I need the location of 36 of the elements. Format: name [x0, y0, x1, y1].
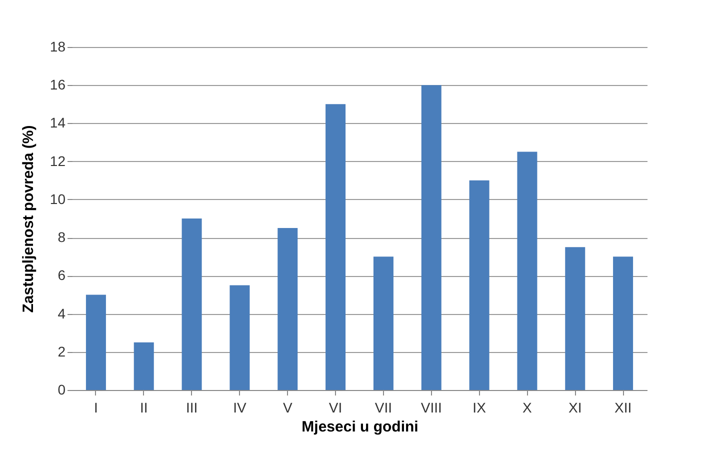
- x-tick-label: XII: [614, 400, 632, 416]
- bar: [182, 218, 202, 390]
- bar: [326, 104, 346, 390]
- y-tick-label: 18: [50, 38, 66, 54]
- x-tick-label: V: [282, 400, 293, 416]
- x-tick-label: VIII: [420, 400, 442, 416]
- y-axis-title: Zastupljenost povreda (%): [20, 125, 37, 313]
- bar: [517, 152, 538, 390]
- bar: [565, 247, 586, 390]
- y-tick-label: 12: [50, 152, 66, 169]
- x-tick-label: VII: [374, 400, 392, 416]
- bar: [230, 285, 250, 390]
- x-tick-label: III: [186, 400, 198, 416]
- y-tick-label: 16: [50, 76, 66, 93]
- bar: [613, 256, 634, 390]
- x-tick-label: XI: [568, 400, 582, 416]
- x-tick-label: I: [94, 400, 98, 416]
- y-tick-label: 0: [58, 382, 66, 398]
- x-tick-label: IX: [472, 400, 487, 416]
- bar: [278, 228, 298, 390]
- y-tick-label: 10: [50, 190, 66, 207]
- bar: [134, 342, 154, 390]
- bar: [469, 180, 490, 390]
- bar: [421, 85, 442, 390]
- x-tick-label: X: [522, 400, 533, 416]
- bar: [373, 256, 394, 390]
- bar: [86, 294, 106, 390]
- y-tick-label: 14: [50, 114, 66, 131]
- y-tick-label: 8: [58, 229, 66, 246]
- x-tick-label: II: [140, 400, 148, 416]
- y-tick-label: 6: [58, 267, 66, 284]
- y-tick-label: 4: [58, 305, 66, 322]
- y-tick-label: 2: [58, 343, 66, 360]
- x-tick-label: IV: [233, 400, 247, 416]
- x-tick-label: VI: [328, 400, 342, 416]
- x-axis-title: Mjeseci u godini: [302, 418, 418, 436]
